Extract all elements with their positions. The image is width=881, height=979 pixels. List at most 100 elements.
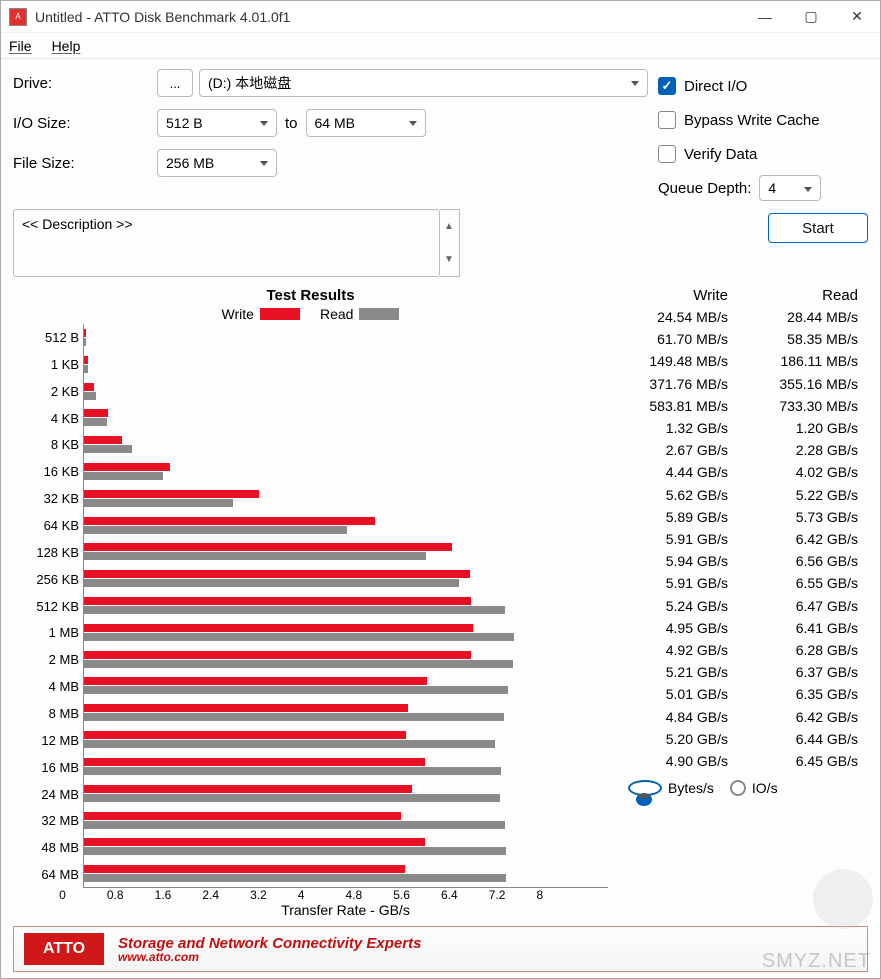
- read-bar: [84, 472, 163, 480]
- bar-row: [84, 699, 608, 726]
- bar-row: [84, 860, 608, 887]
- minimize-button[interactable]: —: [742, 1, 788, 33]
- bar-row: [84, 565, 608, 592]
- menu-file[interactable]: File: [9, 38, 32, 54]
- read-bar: [84, 821, 505, 829]
- write-bar: [84, 543, 452, 551]
- verify-data-label: Verify Data: [684, 146, 757, 163]
- table-row: 1.32 GB/s1.20 GB/s: [608, 417, 868, 439]
- cell-write: 4.95 GB/s: [608, 617, 738, 639]
- io-from-select[interactable]: 512 B: [157, 109, 277, 137]
- atto-logo: ATTO: [24, 933, 104, 965]
- unit-ios-radio[interactable]: [730, 780, 746, 796]
- y-tick: 64 MB: [13, 861, 79, 888]
- results-table: WriteRead 24.54 MB/s28.44 MB/s61.70 MB/s…: [608, 287, 868, 922]
- cell-write: 5.94 GB/s: [608, 550, 738, 572]
- footer-url: www.atto.com: [118, 950, 421, 964]
- cell-read: 355.16 MB/s: [738, 373, 868, 395]
- table-row: 4.90 GB/s6.45 GB/s: [608, 750, 868, 772]
- write-bar: [84, 383, 94, 391]
- unit-bytes-radio[interactable]: [628, 780, 662, 796]
- write-bar: [84, 838, 425, 846]
- x-tick: 6.4: [441, 888, 489, 902]
- filesize-label: File Size:: [13, 155, 133, 172]
- write-bar: [84, 624, 473, 632]
- table-row: 5.91 GB/s6.55 GB/s: [608, 572, 868, 594]
- table-row: 583.81 MB/s733.30 MB/s: [608, 395, 868, 417]
- cell-read: 6.28 GB/s: [738, 639, 868, 661]
- y-tick: 256 KB: [13, 566, 79, 593]
- drive-label: Drive:: [13, 75, 133, 92]
- direct-io-checkbox[interactable]: [658, 77, 676, 95]
- cell-write: 4.84 GB/s: [608, 706, 738, 728]
- table-row: 4.84 GB/s6.42 GB/s: [608, 706, 868, 728]
- table-row: 5.21 GB/s6.37 GB/s: [608, 661, 868, 683]
- table-row: 4.44 GB/s4.02 GB/s: [608, 461, 868, 483]
- drive-select[interactable]: (D:) 本地磁盘: [199, 69, 648, 97]
- bar-row: [84, 512, 608, 539]
- chart-x-ticks: 00.81.62.43.244.85.66.47.28: [83, 888, 608, 902]
- bar-row: [84, 807, 608, 834]
- read-bar: [84, 686, 508, 694]
- write-bar: [84, 463, 170, 471]
- x-tick: 0.8: [107, 888, 155, 902]
- start-button[interactable]: Start: [768, 213, 868, 243]
- write-bar: [84, 517, 375, 525]
- cell-read: 28.44 MB/s: [738, 306, 868, 328]
- cell-read: 58.35 MB/s: [738, 328, 868, 350]
- description-input[interactable]: << Description >>: [13, 209, 440, 277]
- write-bar: [84, 597, 471, 605]
- close-button[interactable]: ✕: [834, 1, 880, 33]
- io-to-select[interactable]: 64 MB: [306, 109, 426, 137]
- cell-write: 5.21 GB/s: [608, 661, 738, 683]
- write-bar: [84, 731, 406, 739]
- queue-depth-select[interactable]: 4: [759, 175, 821, 201]
- write-bar: [84, 812, 401, 820]
- write-bar: [84, 436, 122, 444]
- table-row: 2.67 GB/s2.28 GB/s: [608, 439, 868, 461]
- cell-write: 2.67 GB/s: [608, 439, 738, 461]
- write-bar: [84, 409, 108, 417]
- table-row: 5.62 GB/s5.22 GB/s: [608, 484, 868, 506]
- y-tick: 4 KB: [13, 405, 79, 432]
- filesize-select[interactable]: 256 MB: [157, 149, 277, 177]
- read-bar: [84, 740, 495, 748]
- verify-data-checkbox[interactable]: [658, 145, 676, 163]
- maximize-button[interactable]: ▢: [788, 1, 834, 33]
- menu-help[interactable]: Help: [52, 38, 81, 54]
- write-bar: [84, 785, 412, 793]
- cell-read: 6.55 GB/s: [738, 572, 868, 594]
- x-tick: 7.2: [489, 888, 537, 902]
- chart-area: Test Results Write Read 512 B1 KB2 KB4 K…: [13, 287, 608, 922]
- cell-write: 24.54 MB/s: [608, 306, 738, 328]
- col-read: Read: [738, 287, 868, 304]
- write-bar: [84, 356, 88, 364]
- cell-write: 5.24 GB/s: [608, 595, 738, 617]
- bar-row: [84, 833, 608, 860]
- browse-button[interactable]: ...: [157, 69, 193, 97]
- bar-row: [84, 324, 608, 351]
- bypass-cache-checkbox[interactable]: [658, 111, 676, 129]
- bar-row: [84, 431, 608, 458]
- cell-write: 5.20 GB/s: [608, 728, 738, 750]
- write-bar: [84, 329, 86, 337]
- read-bar: [84, 499, 233, 507]
- description-spinner[interactable]: ▲▼: [440, 209, 460, 277]
- read-bar: [84, 794, 500, 802]
- cell-read: 6.44 GB/s: [738, 728, 868, 750]
- window-title: Untitled - ATTO Disk Benchmark 4.01.0f1: [35, 9, 742, 25]
- y-tick: 1 MB: [13, 619, 79, 646]
- x-tick: 1.6: [155, 888, 203, 902]
- y-tick: 512 KB: [13, 593, 79, 620]
- chart-x-label: Transfer Rate - GB/s: [83, 902, 608, 918]
- bar-row: [84, 592, 608, 619]
- cell-write: 149.48 MB/s: [608, 350, 738, 372]
- cell-read: 6.37 GB/s: [738, 661, 868, 683]
- bar-row: [84, 646, 608, 673]
- cell-read: 6.56 GB/s: [738, 550, 868, 572]
- y-tick: 12 MB: [13, 727, 79, 754]
- direct-io-label: Direct I/O: [684, 78, 747, 95]
- cell-read: 2.28 GB/s: [738, 439, 868, 461]
- chart-legend: Write Read: [13, 306, 608, 322]
- bar-row: [84, 458, 608, 485]
